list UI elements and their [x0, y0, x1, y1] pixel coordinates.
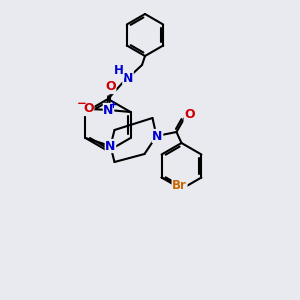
Text: N: N [123, 71, 133, 85]
Text: N: N [105, 140, 116, 152]
Text: O: O [83, 103, 94, 116]
Text: O: O [105, 80, 116, 94]
Text: N: N [103, 103, 114, 116]
Text: N: N [152, 130, 163, 142]
Text: H: H [114, 64, 124, 77]
Text: Br: Br [172, 179, 187, 192]
Text: O: O [184, 109, 195, 122]
Text: −: − [76, 97, 86, 110]
Text: +: + [109, 100, 118, 110]
